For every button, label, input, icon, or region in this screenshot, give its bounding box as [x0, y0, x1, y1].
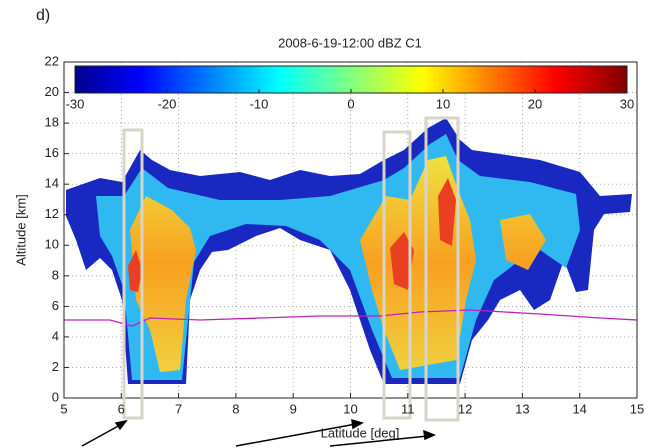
colorbar	[74, 65, 628, 94]
y-tick-label: 0	[52, 389, 59, 404]
x-tick-label: 7	[175, 401, 182, 416]
y-tick-label: 22	[45, 53, 59, 68]
y-tick-label: 20	[45, 84, 59, 99]
y-tick-label: 12	[45, 206, 59, 221]
y-tick-label: 16	[45, 145, 59, 160]
chart-title: 2008-6-19-12:00 dBZ C1	[278, 35, 422, 50]
y-tick-label: 6	[52, 298, 59, 313]
arrow-head	[114, 419, 128, 431]
colorbar-ticks: -30 -20 -10 0 10 20 30	[66, 89, 634, 111]
reflectivity-field	[64, 118, 638, 384]
arrow	[81, 423, 123, 447]
x-tick-label: 12	[458, 401, 472, 416]
x-tick-label: 8	[232, 401, 239, 416]
y-tick-label: 4	[52, 328, 59, 343]
x-tick-label: 15	[630, 401, 644, 416]
colorbar-tick-label: -20	[158, 96, 177, 111]
colorbar-tick-label: 0	[347, 96, 354, 111]
y-tick-label: 10	[45, 237, 59, 252]
y-axis-label: Altitude [km]	[13, 194, 28, 266]
highlight-box	[122, 128, 144, 420]
colorbar-tick-label: -10	[250, 96, 269, 111]
highlight-box	[382, 130, 412, 420]
x-axis-label: Latitude [deg]	[321, 425, 400, 440]
x-tick-label: 10	[343, 401, 357, 416]
freezing-level	[64, 309, 638, 327]
y-tick-label: 2	[52, 359, 59, 374]
arrow-head	[423, 429, 436, 441]
x-tick-label: 14	[572, 401, 586, 416]
arrow	[235, 423, 357, 447]
x-tick-label: 13	[515, 401, 529, 416]
x-tick-label: 9	[290, 401, 297, 416]
arrow-head	[351, 418, 364, 430]
colorbar-tick-label: 20	[528, 96, 542, 111]
x-tick-label: 5	[60, 401, 67, 416]
highlight-box	[424, 116, 460, 422]
y-tick-label: 8	[52, 267, 59, 282]
x-tick-label: 11	[401, 401, 415, 416]
colorbar-tick-label: -30	[66, 96, 85, 111]
panel-label: d)	[36, 7, 50, 24]
highlight-boxes	[122, 116, 460, 422]
x-tick-label: 6	[118, 401, 125, 416]
arrow	[329, 435, 429, 447]
y-tick-label: 14	[45, 176, 59, 191]
colorbar-tick-label: 10	[436, 96, 450, 111]
y-tick-label: 18	[45, 115, 59, 130]
arrows	[81, 418, 436, 447]
colorbar-tick-label: 30	[620, 96, 634, 111]
